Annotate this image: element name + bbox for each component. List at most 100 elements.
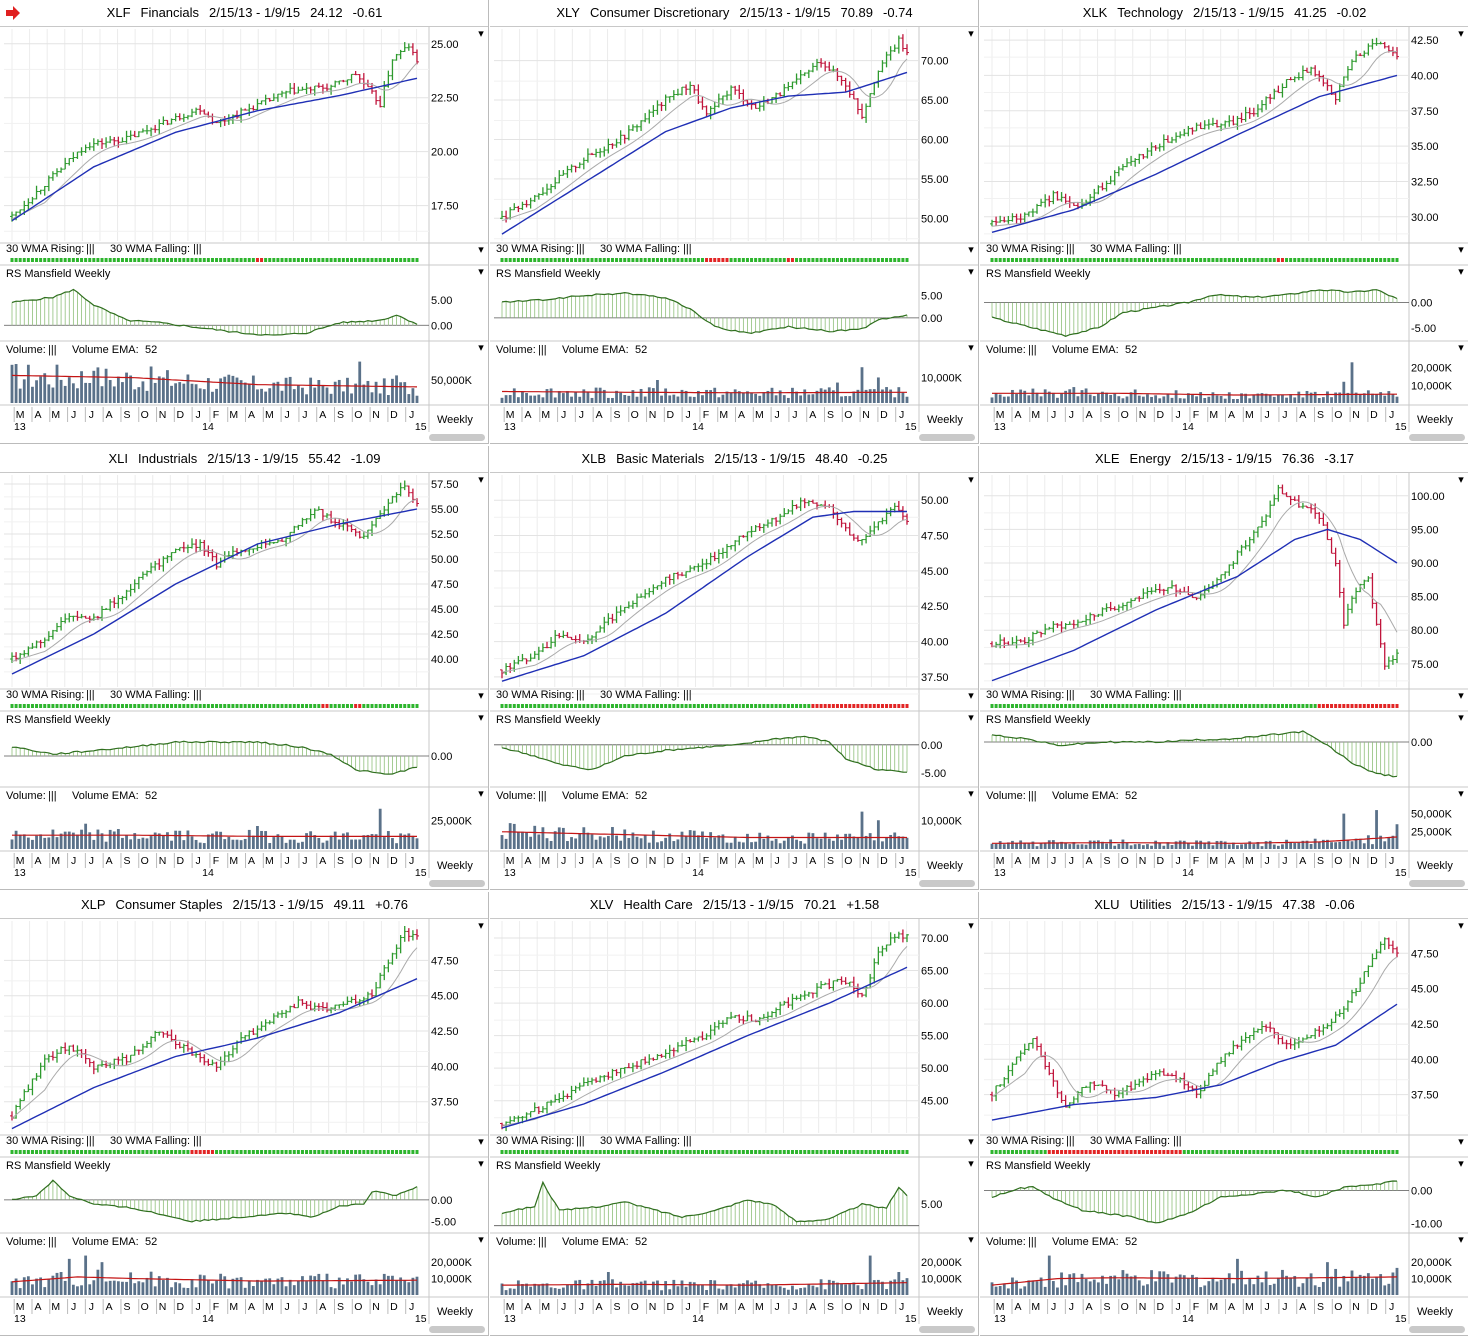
wma-falling-glyph: ||| xyxy=(683,689,692,701)
volume-bar xyxy=(51,1275,55,1295)
wma-cell xyxy=(1010,258,1014,262)
wma-cell xyxy=(39,1150,43,1154)
wma-cell xyxy=(684,258,688,262)
volume-bar xyxy=(766,1283,770,1295)
wma-cell xyxy=(590,1150,594,1154)
chart-panel-xlv[interactable]: XLV Health Care 2/15/13 - 1/9/15 70.21 +1.58… xyxy=(490,892,979,1336)
volume-bar xyxy=(1317,841,1321,849)
volume-bar xyxy=(415,838,419,849)
month-label: O xyxy=(1334,855,1342,867)
month-label: D xyxy=(390,409,398,421)
chart-panel-xlp[interactable]: XLP Consumer Staples 2/15/13 - 1/9/15 49.11… xyxy=(0,892,489,1336)
volume-label: Volume: xyxy=(986,790,1026,802)
year-label: 14 xyxy=(202,1313,214,1325)
wma-cell xyxy=(51,1150,55,1154)
chart-panel-xlk[interactable]: XLK Technology 2/15/13 - 1/9/15 41.25 -0.02 ▾… xyxy=(980,0,1468,444)
volume-bar xyxy=(721,394,725,403)
wma-cell xyxy=(112,704,116,708)
volume-bar xyxy=(876,1279,880,1295)
volume-bar xyxy=(313,835,317,849)
wma-cell xyxy=(1366,1150,1370,1154)
wma-cell xyxy=(309,1150,313,1154)
chart-scrollbar[interactable] xyxy=(1409,880,1465,887)
volume-bar xyxy=(1281,394,1284,403)
wma-cell xyxy=(819,704,823,708)
volume-bar xyxy=(272,1284,276,1295)
price-tick-label: 75.00 xyxy=(1411,659,1439,671)
wma-cell xyxy=(88,704,92,708)
chart-scrollbar[interactable] xyxy=(919,880,975,887)
chart-panel-xlb[interactable]: XLB Basic Materials 2/15/13 - 1/9/15 48.40-… xyxy=(490,446,979,890)
volume-ema-period: 52 xyxy=(145,790,157,802)
wma-cell xyxy=(807,704,811,708)
volume-bar xyxy=(668,1289,672,1295)
volume-bar xyxy=(1141,1285,1145,1295)
volume-bar xyxy=(329,393,333,403)
volume-bar xyxy=(1121,839,1125,849)
wma-cell xyxy=(280,258,284,262)
volume-bar xyxy=(582,389,586,403)
wma-cell xyxy=(799,1150,803,1154)
volume-bar xyxy=(1080,1273,1084,1295)
wma-cell xyxy=(520,1150,524,1154)
chart-scrollbar[interactable] xyxy=(429,434,485,441)
chart-panel-xle[interactable]: XLE Energy 2/15/13 - 1/9/15 76.36 -3.17 ▾ ▾ ▾ ▾ 1… xyxy=(980,446,1468,890)
chart-panel-xlf[interactable]: XLF Financials 2/15/13 - 1/9/15 24.12 -0.61 ▾… xyxy=(0,0,489,444)
month-label: S xyxy=(1103,409,1110,421)
volume-bar xyxy=(55,837,59,849)
wma-cell xyxy=(876,258,880,262)
volume-bar xyxy=(1276,1277,1280,1295)
wma-cell xyxy=(1211,704,1215,708)
chart-panel-xly[interactable]: XLY Consumer Discretionary 2/15/13 - 1/9/1… xyxy=(490,0,979,444)
month-label: O xyxy=(141,855,149,867)
wma-cell xyxy=(1199,1150,1203,1154)
volume-bar xyxy=(1056,397,1059,403)
volume-bar xyxy=(1092,1279,1096,1295)
wma-cell xyxy=(239,258,243,262)
month-label: A xyxy=(524,1301,531,1313)
wma-cell xyxy=(827,704,831,708)
volume-bar xyxy=(1084,388,1088,403)
wma-cell xyxy=(1317,704,1321,708)
volume-bar xyxy=(721,1289,725,1295)
month-label: D xyxy=(880,1301,888,1313)
volume-bar xyxy=(370,1285,374,1295)
wma-cell xyxy=(100,704,104,708)
wma-cell xyxy=(627,258,631,262)
chart-scrollbar[interactable] xyxy=(919,434,975,441)
month-label: J xyxy=(686,1301,691,1313)
chart-scrollbar[interactable] xyxy=(429,880,485,887)
wma-cell xyxy=(647,1150,651,1154)
rs-line xyxy=(991,730,1398,778)
volume-bar xyxy=(611,397,614,403)
chart-change: -0.02 xyxy=(1336,5,1367,20)
chart-scrollbar[interactable] xyxy=(429,1326,485,1333)
wma-cell xyxy=(1002,258,1006,262)
chart-panel-xli[interactable]: XLI Industrials 2/15/13 - 1/9/15 55.42 -1.09… xyxy=(0,446,489,890)
chart-scrollbar[interactable] xyxy=(1409,434,1465,441)
sma10-line xyxy=(11,62,418,220)
wma-cell xyxy=(43,704,47,708)
volume-bar xyxy=(778,843,782,849)
chart-panel-xlu[interactable]: XLU Utilities 2/15/13 - 1/9/15 47.38 -0.06 ▾ ▾… xyxy=(980,892,1468,1336)
chart-scrollbar[interactable] xyxy=(1409,1326,1465,1333)
chart-last-price: 41.25 xyxy=(1294,5,1327,20)
chart-scrollbar[interactable] xyxy=(919,1326,975,1333)
volume-bar xyxy=(664,837,668,849)
wma-cell xyxy=(1276,704,1280,708)
month-label: J xyxy=(89,1301,94,1313)
wma-cell xyxy=(345,704,349,708)
volume-bar xyxy=(1252,394,1256,403)
wma-cell xyxy=(337,258,341,262)
wma-cell xyxy=(594,1150,598,1154)
wma-cell xyxy=(1227,704,1231,708)
volume-bar xyxy=(1133,1275,1137,1295)
menu-caret-icon: ▾ xyxy=(968,920,974,932)
volume-bar xyxy=(521,831,524,849)
rs-tick-label: -5.00 xyxy=(1411,323,1436,335)
sma30-line xyxy=(11,978,418,1130)
wma-cell xyxy=(737,1150,741,1154)
month-label: N xyxy=(1352,855,1360,867)
volume-tick-label: 10,000K xyxy=(921,372,963,384)
year-label: 13 xyxy=(994,867,1006,879)
